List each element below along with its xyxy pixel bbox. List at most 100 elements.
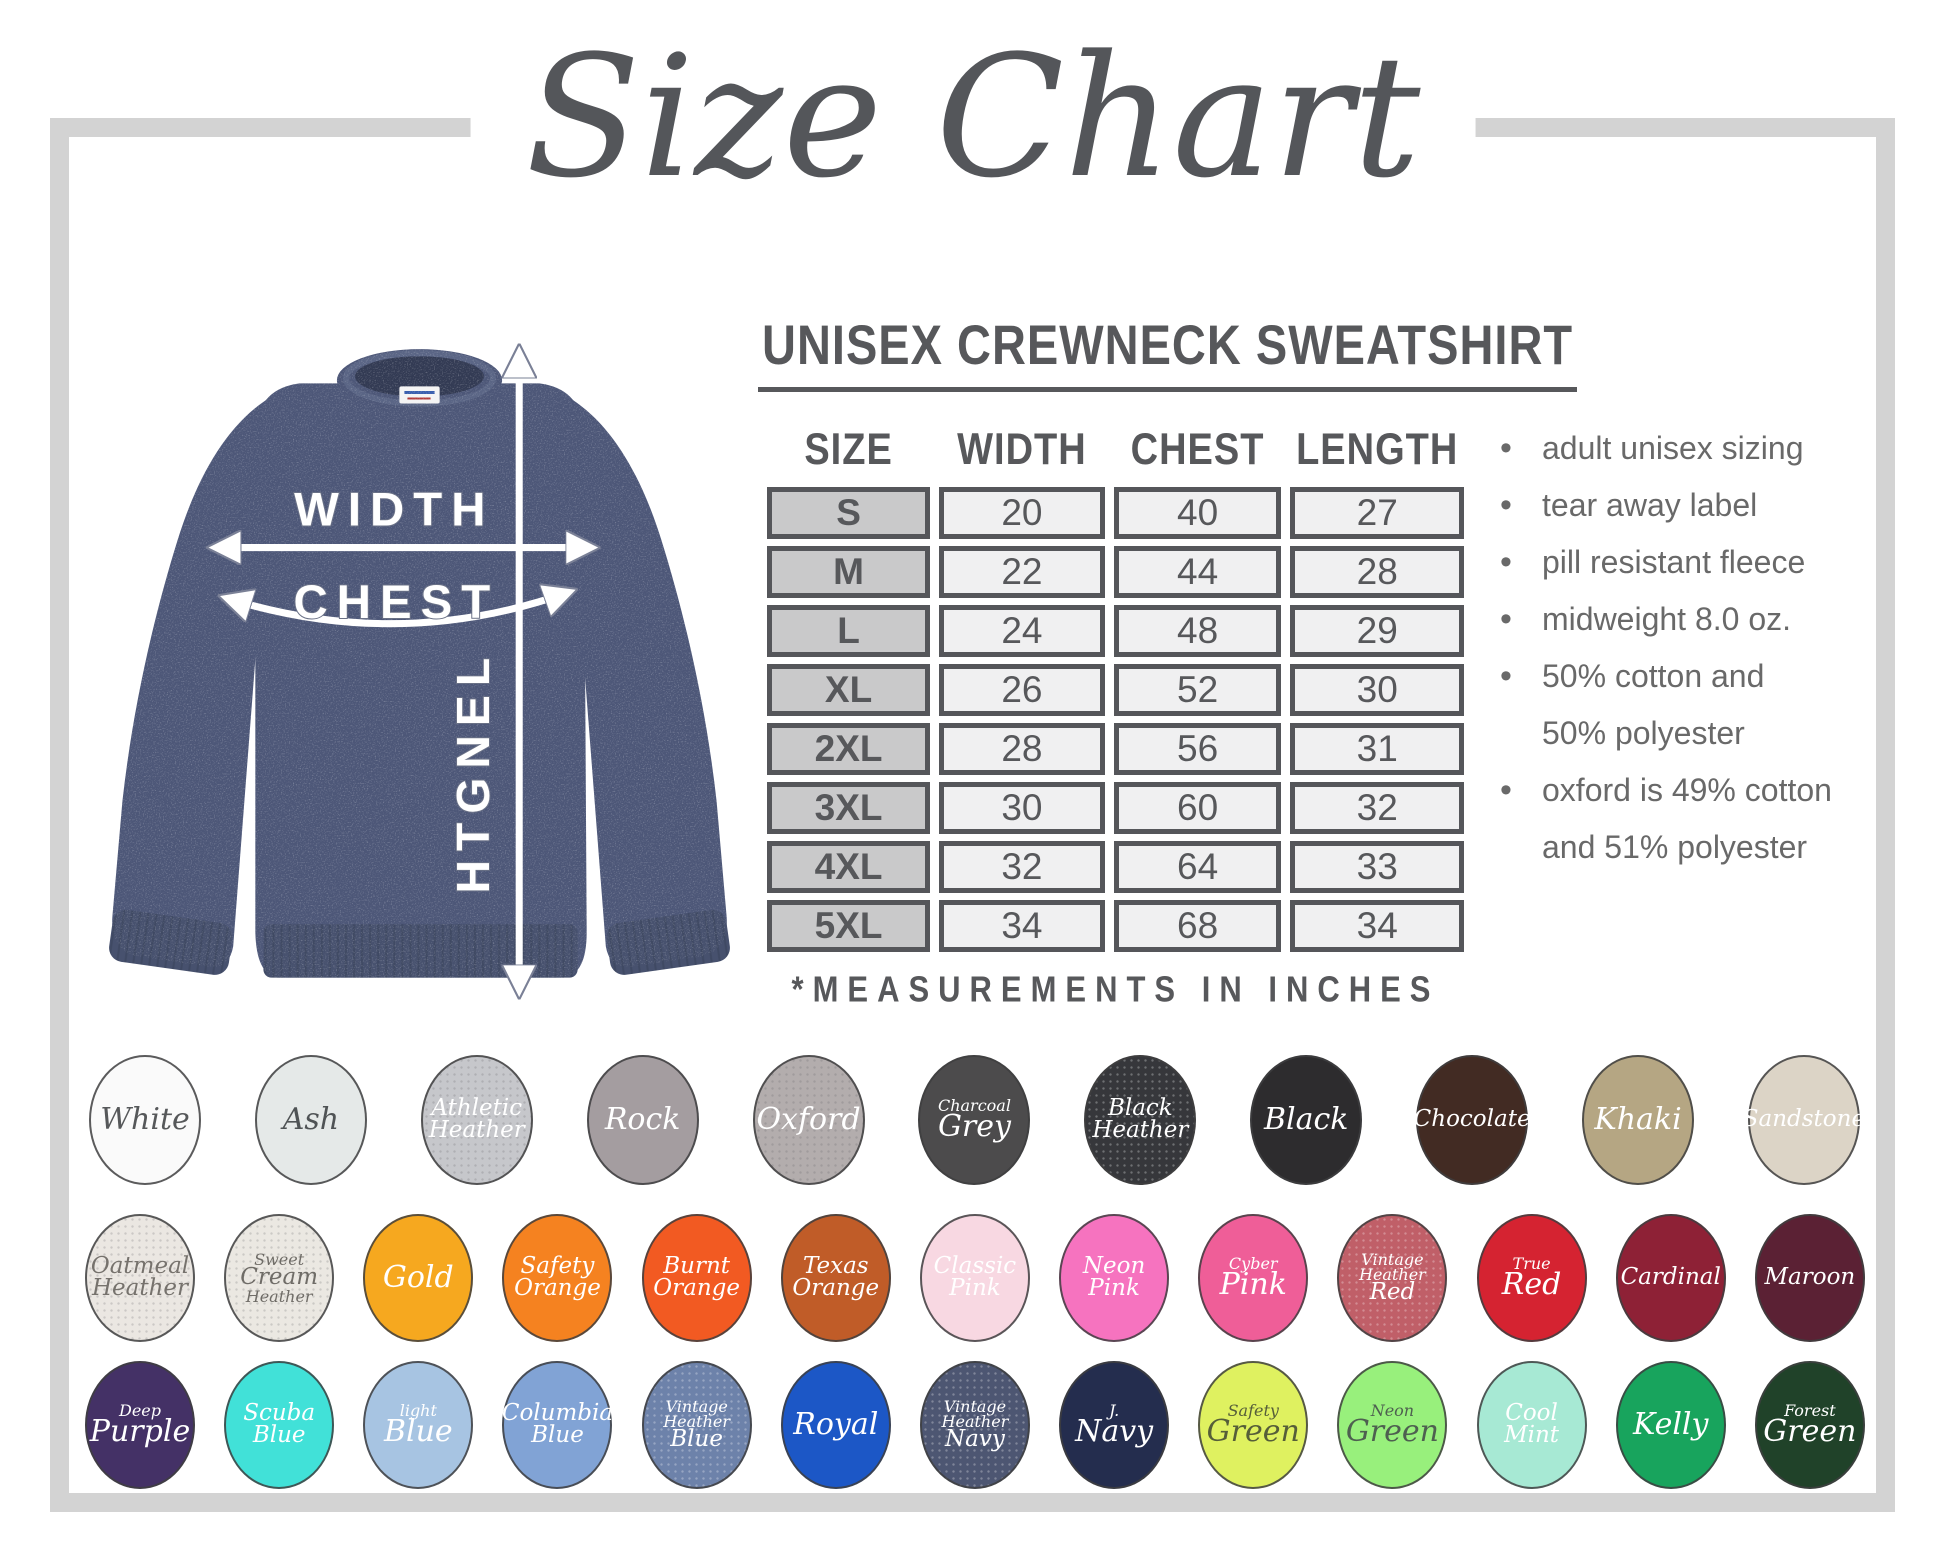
color-swatch-vintage-heather-red: Vintage Heather Red xyxy=(1337,1214,1448,1342)
color-swatch-scuba-blue: Scuba Blue xyxy=(224,1361,335,1489)
width-cell: 34 xyxy=(939,900,1105,952)
feature-line: midweight 8.0 oz. xyxy=(1542,601,1792,637)
width-cell: 26 xyxy=(939,664,1105,716)
swatch-row-3: Deep Purple Scuba Blue light Blue Columbia Blue… xyxy=(85,1361,1865,1489)
column-header: LENGTH xyxy=(1296,425,1459,475)
chest-cell: 64 xyxy=(1113,841,1282,893)
feature-item: oxford is 49% cotton and 51% polyester xyxy=(1500,762,1885,876)
length-cell: 32 xyxy=(1290,782,1464,834)
chest-cell: 48 xyxy=(1113,605,1282,657)
swatch-label-line: light xyxy=(399,1401,437,1421)
color-swatch-royal: Royal xyxy=(780,1361,891,1489)
width-cell: 32 xyxy=(939,841,1105,893)
swatch-label-line: Purple xyxy=(89,1414,191,1450)
swatch-label-line: Oxford xyxy=(756,1101,861,1137)
feature-item: midweight 8.0 oz. xyxy=(1500,591,1885,648)
color-swatch-neon-green: Neon Green xyxy=(1337,1361,1448,1489)
width-cell: 30 xyxy=(939,782,1105,834)
color-swatch-maroon: Maroon xyxy=(1754,1214,1865,1342)
swatch-label-line: Orange xyxy=(514,1275,601,1301)
swatch-label-line: Heather xyxy=(1359,1265,1426,1285)
chest-cell: 52 xyxy=(1113,664,1282,716)
length-label: HTGNEL xyxy=(447,649,499,894)
color-swatch-j-navy: J. Navy xyxy=(1059,1361,1170,1489)
size-row: L 24 48 29 xyxy=(767,605,1464,657)
swatch-label-line: Safety xyxy=(1227,1401,1279,1421)
color-swatch-oatmeal-heather: Oatmeal Heather xyxy=(85,1214,195,1342)
swatch-label-line: Green xyxy=(1345,1414,1439,1450)
chest-cell: 44 xyxy=(1113,546,1282,598)
swatch-label-line: Mint xyxy=(1504,1422,1560,1448)
swatch-label-line: Vintage xyxy=(665,1396,728,1416)
swatch-label-line: Pink xyxy=(949,1275,1001,1301)
color-swatch-charcoal-grey: Charcoal Grey xyxy=(918,1055,1031,1185)
size-row: 5XL 34 68 34 xyxy=(767,900,1464,952)
swatch-label-line: Orange xyxy=(792,1275,880,1301)
color-swatch-true-red: True Red xyxy=(1476,1214,1587,1342)
chest-cell: 56 xyxy=(1113,723,1282,775)
color-swatch-vintage-heather-blue: Vintage Heather Blue xyxy=(641,1361,752,1489)
swatch-label-line: Rock xyxy=(604,1101,681,1137)
color-swatch-safety-orange: Safety Orange xyxy=(502,1214,613,1342)
size-table: SIZE WIDTH CHEST LENGTH S 20 40 27 M 22 44 28 L 24 48… xyxy=(758,392,1473,959)
width-cell: 24 xyxy=(939,605,1105,657)
swatch-label-line: Blue xyxy=(670,1426,723,1453)
color-swatch-ash: Ash xyxy=(254,1055,367,1185)
length-cell: 28 xyxy=(1290,546,1464,598)
color-swatch-burnt-orange: Burnt Orange xyxy=(641,1214,752,1342)
size-table-body: S 20 40 27 M 22 44 28 L 24 48 29 XL 26 52 30 2XL 28 56 31 3X… xyxy=(767,487,1464,952)
length-cell: 30 xyxy=(1290,664,1464,716)
size-cell: L xyxy=(767,605,931,657)
color-swatch-columbia-blue: Columbia Blue xyxy=(501,1361,614,1489)
swatch-label-line: Royal xyxy=(793,1406,879,1442)
color-swatch-texas-orange: Texas Orange xyxy=(780,1214,891,1342)
feature-item: adult unisex sizing xyxy=(1500,420,1885,477)
swatch-label-line: Red xyxy=(1501,1267,1562,1303)
size-cell: M xyxy=(767,546,931,598)
swatch-label-line: Forest xyxy=(1784,1401,1836,1421)
swatch-label-line: Green xyxy=(1206,1414,1300,1450)
size-row: XL 26 52 30 xyxy=(767,664,1464,716)
size-table-header-row: SIZE WIDTH CHEST LENGTH xyxy=(767,399,1464,480)
chest-cell: 60 xyxy=(1113,782,1282,834)
swatch-label-line: Neon xyxy=(1082,1253,1146,1280)
swatch-label-line: Kelly xyxy=(1632,1406,1709,1442)
length-cell: 34 xyxy=(1290,900,1464,952)
size-cell: 5XL xyxy=(767,900,931,952)
color-swatch-khaki: Khaki xyxy=(1582,1055,1695,1185)
color-swatch-cool-mint: Cool Mint xyxy=(1476,1361,1587,1489)
swatch-label-line: Columbia xyxy=(501,1400,614,1427)
swatch-label-line: Blue xyxy=(383,1414,453,1450)
swatch-label-line: True xyxy=(1512,1254,1551,1274)
size-row: M 22 44 28 xyxy=(767,546,1464,598)
swatch-label-line: Grey xyxy=(937,1109,1011,1145)
feature-line: oxford is 49% cotton xyxy=(1542,772,1832,808)
swatch-label-line: Navy xyxy=(1075,1414,1154,1450)
swatch-label-line: J. xyxy=(1108,1401,1120,1421)
color-swatch-forest-green: Forest Green xyxy=(1754,1361,1865,1489)
swatch-label-line: Green xyxy=(1763,1414,1857,1450)
color-swatch-classic-pink: Classic Pink xyxy=(919,1214,1030,1342)
swatch-label-line: Cardinal xyxy=(1620,1264,1721,1291)
product-title: UNISEX CREWNECK SWEATSHIRT xyxy=(758,313,1578,392)
swatch-label-line: Heather xyxy=(1092,1117,1189,1143)
swatch-label-line: Orange xyxy=(653,1275,740,1301)
color-swatch-cyber-pink: Cyber Pink xyxy=(1198,1214,1309,1342)
color-swatch-oxford: Oxford xyxy=(752,1055,865,1185)
swatch-label-line: Chocolate xyxy=(1413,1106,1531,1133)
feature-item: 50% cotton and 50% polyester xyxy=(1500,648,1885,762)
swatch-label-line: Charcoal xyxy=(937,1096,1011,1116)
size-cell: 4XL xyxy=(767,841,931,893)
swatch-label-line: Maroon xyxy=(1764,1264,1856,1291)
swatch-label-line: Sandstone xyxy=(1742,1106,1866,1133)
swatch-label-line: Neon xyxy=(1370,1401,1415,1421)
swatch-label-line: Vintage xyxy=(1361,1249,1424,1269)
column-header: SIZE xyxy=(804,425,893,475)
size-cell: S xyxy=(767,487,931,539)
sweatshirt-shape xyxy=(109,349,730,978)
feature-line: and 51% polyester xyxy=(1542,829,1808,865)
swatch-label-line: Cyber xyxy=(1228,1254,1278,1274)
chest-cell: 68 xyxy=(1113,900,1282,952)
color-swatch-black-heather: Black Heather xyxy=(1084,1055,1197,1185)
color-swatch-sweet-cream-heather: Sweet Cream Heather xyxy=(224,1214,335,1342)
